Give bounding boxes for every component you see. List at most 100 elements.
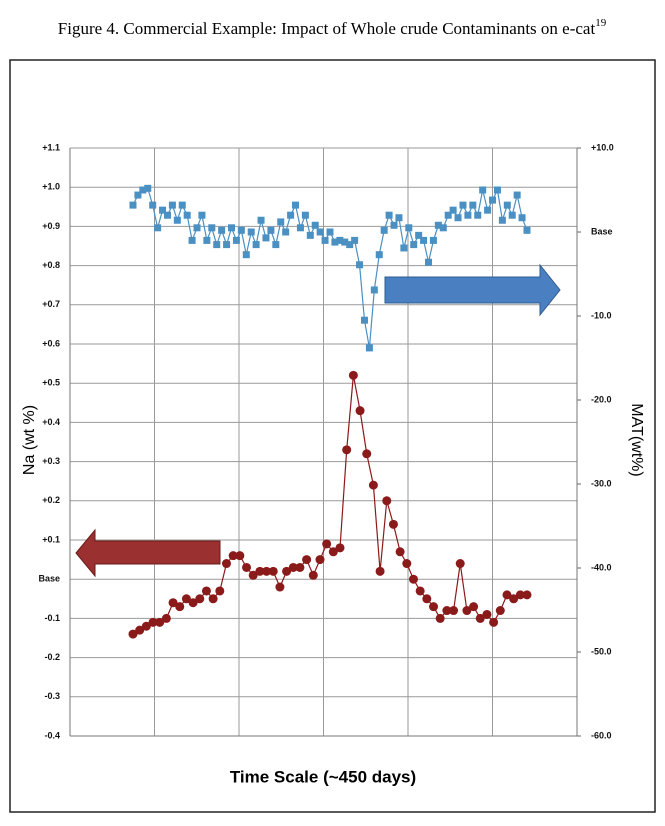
marker — [178, 201, 186, 209]
marker — [292, 201, 300, 209]
y-tick-label: +0.5 — [42, 378, 60, 388]
marker — [262, 566, 272, 576]
marker — [316, 228, 324, 236]
arrow-right — [384, 263, 561, 317]
y2-tick-label: -10.0 — [591, 310, 612, 320]
marker — [342, 445, 352, 455]
marker — [208, 224, 216, 232]
marker — [247, 228, 255, 236]
marker — [193, 224, 201, 232]
marker — [208, 594, 218, 604]
marker — [518, 214, 526, 222]
marker — [203, 236, 211, 244]
y-tick-label: +0.3 — [42, 456, 60, 466]
marker — [523, 226, 531, 234]
marker — [215, 586, 225, 596]
marker — [302, 555, 312, 565]
marker — [402, 559, 412, 569]
marker — [375, 566, 385, 576]
marker — [181, 594, 191, 604]
marker — [380, 226, 388, 234]
marker — [248, 570, 258, 580]
marker — [306, 231, 314, 239]
marker — [498, 216, 506, 224]
marker — [415, 586, 425, 596]
marker — [277, 218, 285, 226]
marker — [311, 221, 319, 229]
marker — [275, 582, 285, 592]
marker — [351, 236, 359, 244]
marker — [134, 191, 142, 199]
marker — [168, 201, 176, 209]
marker — [375, 251, 383, 259]
marker — [493, 186, 501, 194]
marker — [475, 613, 485, 623]
marker — [235, 551, 245, 561]
marker — [484, 206, 492, 214]
marker — [385, 211, 393, 219]
marker — [188, 236, 196, 244]
y2-tick-label: -40.0 — [591, 562, 612, 572]
title-ref: 19 — [595, 17, 607, 29]
marker — [444, 211, 452, 219]
marker — [410, 241, 418, 249]
marker — [322, 539, 332, 549]
y2-tick-label: -50.0 — [591, 646, 612, 656]
marker — [218, 226, 226, 234]
marker — [321, 236, 329, 244]
marker — [362, 449, 372, 459]
marker — [462, 606, 472, 616]
marker — [129, 201, 137, 209]
marker — [489, 617, 499, 627]
marker — [301, 211, 309, 219]
marker — [509, 594, 519, 604]
marker — [288, 562, 298, 572]
marker — [144, 184, 152, 192]
marker — [469, 602, 479, 612]
marker — [390, 221, 398, 229]
marker — [368, 480, 378, 490]
marker — [395, 214, 403, 222]
marker — [255, 566, 265, 576]
y-tick-label: +0.4 — [42, 417, 60, 427]
marker — [201, 586, 211, 596]
marker — [405, 224, 413, 232]
marker — [331, 238, 339, 246]
marker — [348, 370, 358, 380]
marker — [168, 598, 178, 608]
marker — [228, 551, 238, 561]
marker — [326, 228, 334, 236]
marker — [388, 519, 398, 529]
marker — [469, 201, 477, 209]
y-axis-label: Na (wt %) — [21, 405, 38, 475]
title-text: Figure 4. Commercial Example: Impact of … — [58, 19, 596, 38]
marker — [242, 562, 252, 572]
marker — [400, 244, 408, 252]
frame — [9, 59, 656, 813]
marker — [272, 241, 280, 249]
marker — [356, 261, 364, 269]
marker — [267, 226, 275, 234]
marker — [489, 196, 497, 204]
marker — [408, 574, 418, 584]
y2-tick-label: +10.0 — [591, 142, 614, 152]
plot-area: +1.1 +1.0 +0.9 +0.8 +0.7 +0.6 +0.5 +0.4 +0.3 +0.2… — [38, 142, 613, 740]
marker — [155, 617, 165, 627]
marker — [439, 224, 447, 232]
marker — [495, 606, 505, 616]
y-tick-label: +0.6 — [42, 338, 60, 348]
marker — [221, 559, 231, 569]
marker — [442, 606, 452, 616]
marker — [513, 191, 521, 199]
marker — [188, 598, 198, 608]
marker — [148, 617, 158, 627]
marker — [449, 206, 457, 214]
series-line — [132, 375, 527, 635]
marker — [135, 625, 145, 635]
marker — [232, 236, 240, 244]
marker — [435, 613, 445, 623]
marker — [479, 186, 487, 194]
marker — [335, 543, 345, 553]
marker — [449, 606, 459, 616]
